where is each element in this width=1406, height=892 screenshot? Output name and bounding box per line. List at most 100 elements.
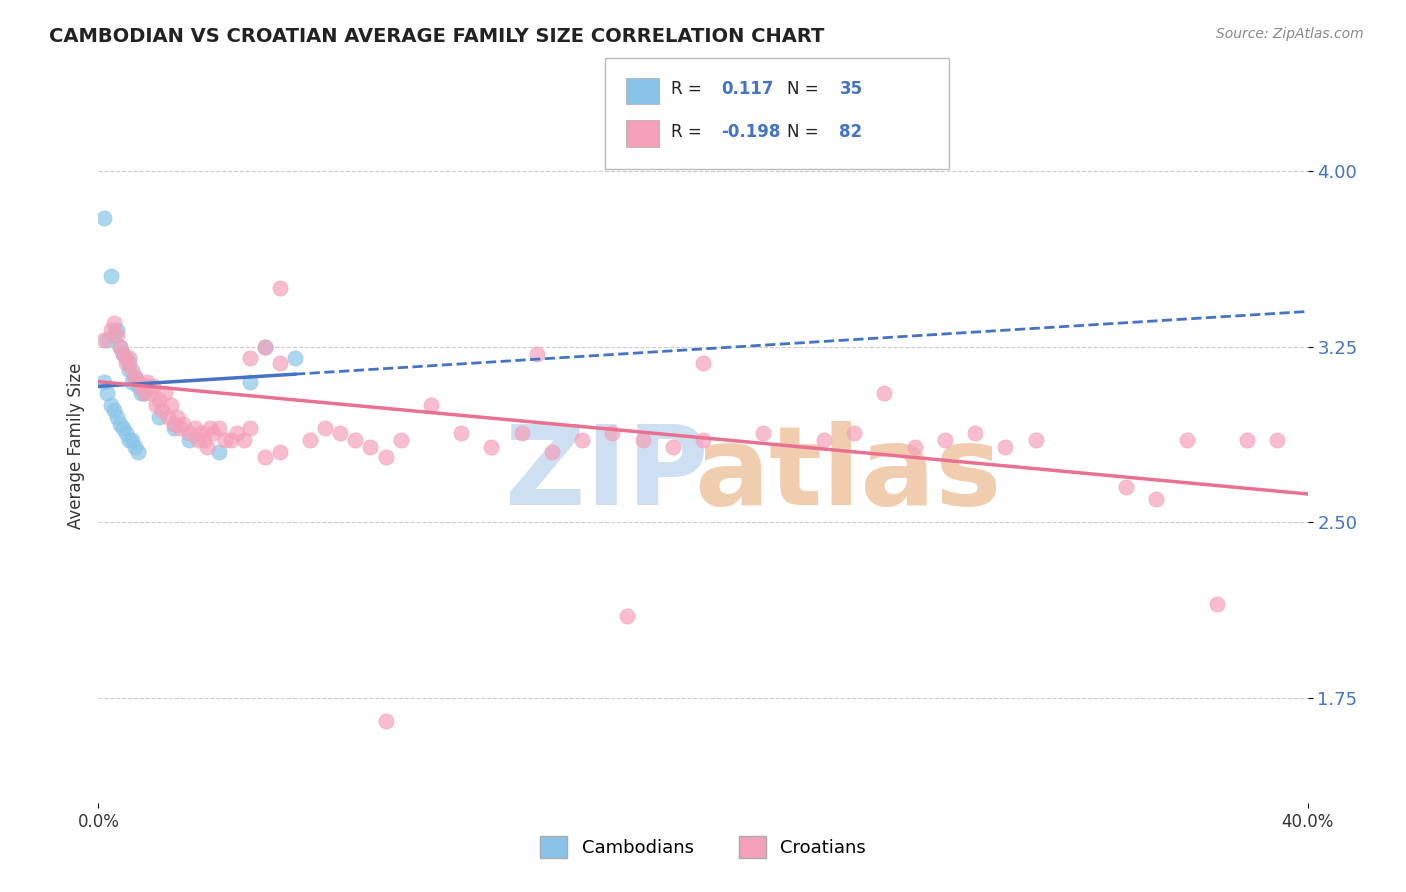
Point	[166, 409, 188, 424]
Point	[103, 402, 125, 417]
Point	[1175, 433, 1198, 447]
Point	[127, 375, 149, 389]
Point	[1206, 597, 1229, 611]
Point	[163, 417, 186, 431]
Text: CAMBODIAN VS CROATIAN AVERAGE FAMILY SIZE CORRELATION CHART: CAMBODIAN VS CROATIAN AVERAGE FAMILY SIZ…	[49, 27, 824, 45]
Point	[179, 426, 201, 441]
Point	[100, 398, 122, 412]
Point	[114, 426, 136, 441]
Point	[111, 346, 134, 360]
Point	[96, 386, 118, 401]
Text: N =: N =	[787, 80, 818, 98]
Point	[184, 421, 207, 435]
Text: N =: N =	[787, 123, 818, 141]
Point	[190, 426, 212, 441]
Point	[813, 433, 835, 447]
Point	[965, 426, 987, 441]
Point	[114, 356, 136, 370]
Point	[195, 440, 218, 454]
Point	[420, 398, 443, 412]
Point	[1024, 433, 1046, 447]
Point	[108, 340, 131, 354]
Point	[253, 340, 276, 354]
Point	[124, 370, 146, 384]
Point	[239, 375, 262, 389]
Point	[1144, 491, 1167, 506]
Point	[481, 440, 503, 454]
Point	[114, 351, 136, 366]
Point	[142, 379, 165, 393]
Point	[153, 386, 176, 401]
Text: 35: 35	[839, 80, 862, 98]
Point	[934, 433, 956, 447]
Point	[314, 421, 336, 435]
Point	[118, 351, 141, 366]
Point	[93, 375, 115, 389]
Point	[269, 281, 291, 295]
Point	[208, 421, 231, 435]
Point	[239, 421, 262, 435]
Point	[121, 375, 143, 389]
Point	[118, 433, 141, 447]
Point	[226, 426, 249, 441]
Point	[284, 351, 307, 366]
Point	[129, 379, 152, 393]
Point	[103, 327, 125, 342]
Point	[1115, 480, 1137, 494]
Point	[374, 714, 396, 728]
Point	[374, 450, 396, 464]
Text: R =: R =	[671, 123, 702, 141]
Point	[1267, 433, 1289, 447]
Text: -0.198: -0.198	[721, 123, 780, 141]
Point	[450, 426, 472, 441]
Point	[179, 433, 201, 447]
Point	[360, 440, 382, 454]
Point	[232, 433, 254, 447]
Point	[135, 375, 157, 389]
Point	[111, 421, 134, 435]
Point	[121, 363, 143, 377]
Point	[994, 440, 1017, 454]
Y-axis label: Average Family Size: Average Family Size	[66, 363, 84, 529]
Point	[510, 426, 533, 441]
Point	[145, 398, 167, 412]
Point	[904, 440, 927, 454]
Point	[96, 333, 118, 347]
Point	[269, 356, 291, 370]
Point	[121, 433, 143, 447]
Point	[540, 445, 562, 459]
Point	[631, 433, 654, 447]
Point	[127, 445, 149, 459]
Point	[100, 269, 122, 284]
Point	[132, 386, 155, 401]
Text: Source: ZipAtlas.com: Source: ZipAtlas.com	[1216, 27, 1364, 41]
Point	[844, 426, 866, 441]
Point	[135, 379, 157, 393]
Point	[389, 433, 412, 447]
Point	[208, 445, 231, 459]
Point	[752, 426, 775, 441]
Point	[127, 379, 149, 393]
Point	[187, 433, 209, 447]
Text: 0.117: 0.117	[721, 80, 773, 98]
Point	[239, 351, 262, 366]
Point	[103, 316, 125, 330]
Point	[148, 393, 170, 408]
Point	[150, 402, 173, 417]
Point	[253, 450, 276, 464]
Point	[156, 409, 179, 424]
Point	[118, 363, 141, 377]
Point	[172, 417, 194, 431]
Legend: Cambodians, Croatians: Cambodians, Croatians	[533, 829, 873, 865]
Point	[873, 386, 896, 401]
Point	[118, 356, 141, 370]
Point	[602, 426, 624, 441]
Point	[269, 445, 291, 459]
Point	[105, 327, 128, 342]
Point	[132, 386, 155, 401]
Point	[124, 440, 146, 454]
Point	[221, 433, 243, 447]
Point	[344, 433, 367, 447]
Point	[105, 323, 128, 337]
Text: 82: 82	[839, 123, 862, 141]
